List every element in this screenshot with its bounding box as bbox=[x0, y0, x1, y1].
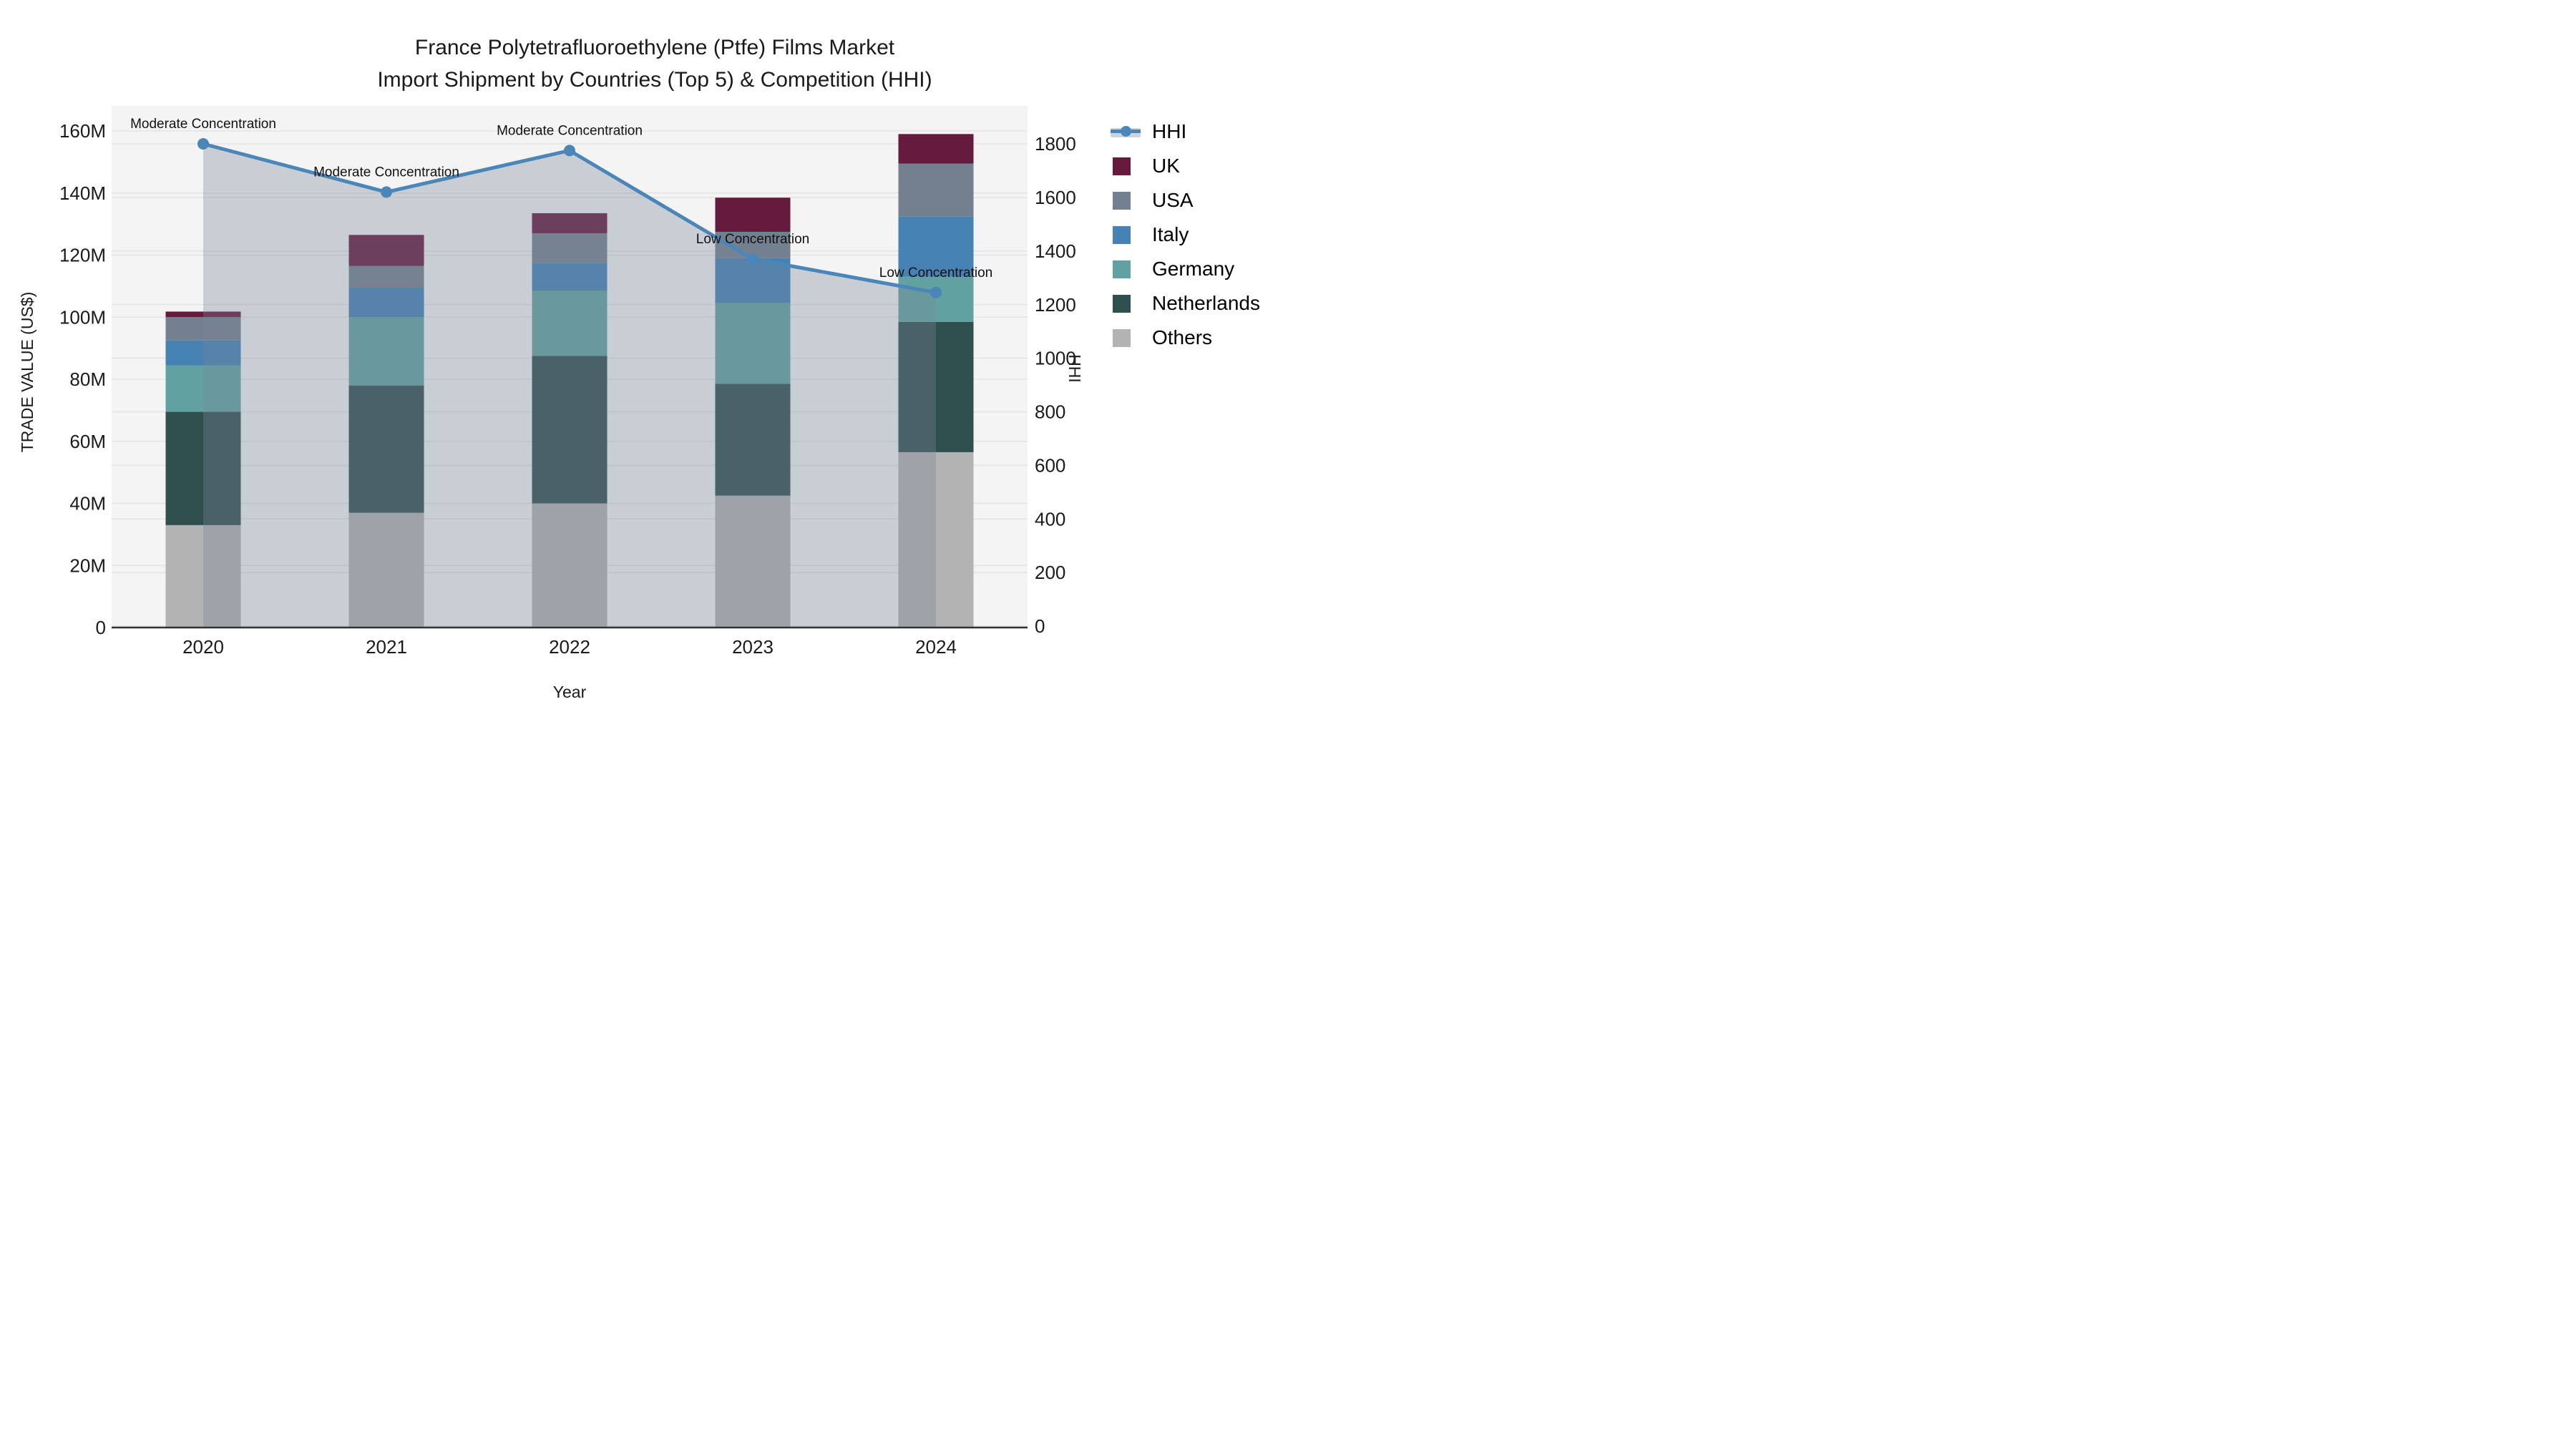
chart-figure: France Polytetrafluoroethylene (Ptfe) Fi… bbox=[0, 0, 1288, 725]
chart-title-line-1: France Polytetrafluoroethylene (Ptfe) Fi… bbox=[414, 36, 895, 59]
bar-segment-2023-Germany bbox=[715, 303, 791, 384]
right-tick-label: 800 bbox=[1035, 401, 1065, 423]
legend-item-netherlands: Netherlands bbox=[1111, 286, 1260, 321]
bar-segment-2024-Italy bbox=[898, 216, 974, 277]
x-tick-label-2021: 2021 bbox=[366, 636, 407, 658]
x-axis-title: Year bbox=[552, 683, 587, 701]
legend: HHI UK USA Italy Germany Netherlands Others bbox=[1111, 114, 1260, 355]
bar-segment-2023-UK bbox=[715, 197, 791, 232]
legend-label: Others bbox=[1152, 326, 1213, 348]
legend-label: HHI bbox=[1152, 120, 1187, 142]
x-tick-label-2020: 2020 bbox=[182, 636, 224, 658]
bar-segment-2021-UK bbox=[348, 235, 424, 266]
bar-segment-2021-Others bbox=[348, 512, 424, 628]
right-tick-label: 400 bbox=[1035, 508, 1065, 530]
bar-segment-2024-Netherlands bbox=[898, 321, 974, 452]
bar-segment-2020-Italy bbox=[165, 340, 241, 366]
bar-segment-2021-Netherlands bbox=[348, 385, 424, 513]
bar-segment-2020-UK bbox=[165, 311, 241, 318]
left-axis-title: TRADE VALUE (US$) bbox=[18, 291, 36, 453]
bar-segment-2024-USA bbox=[898, 163, 974, 217]
right-axis-title: HHI bbox=[1065, 354, 1084, 383]
bar-segment-2020-Germany bbox=[165, 365, 241, 412]
color-swatch-icon bbox=[1111, 157, 1142, 175]
annotation-2021: Moderate Concentration bbox=[313, 165, 459, 180]
bar-segment-2024-Others bbox=[898, 452, 974, 628]
annotation-2024: Low Concentration bbox=[879, 265, 992, 280]
hhi-marker-2022 bbox=[564, 145, 575, 157]
hhi-line-icon bbox=[1111, 122, 1142, 141]
right-tick-label: 0 bbox=[1035, 615, 1045, 637]
legend-label: Germany bbox=[1152, 258, 1235, 280]
right-tick-label: 200 bbox=[1035, 562, 1065, 583]
color-swatch-icon bbox=[1111, 328, 1142, 347]
left-tick-label: 160M bbox=[59, 120, 106, 142]
legend-label: USA bbox=[1152, 189, 1194, 211]
annotation-2022: Moderate Concentration bbox=[497, 123, 643, 138]
annotation-2020: Moderate Concentration bbox=[130, 117, 276, 132]
legend-label: UK bbox=[1152, 155, 1180, 177]
bar-segment-2022-Others bbox=[532, 503, 608, 628]
legend-item-usa: USA bbox=[1111, 183, 1260, 218]
legend-item-germany: Germany bbox=[1111, 252, 1260, 286]
color-swatch-icon bbox=[1111, 191, 1142, 210]
bar-segment-2023-Others bbox=[715, 495, 791, 628]
left-tick-label: 80M bbox=[69, 369, 106, 390]
x-tick-label-2024: 2024 bbox=[915, 636, 957, 658]
left-tick-label: 0 bbox=[96, 617, 106, 638]
legend-item-italy: Italy bbox=[1111, 218, 1260, 252]
hhi-marker-2023 bbox=[747, 253, 758, 265]
right-tick-label: 1400 bbox=[1035, 240, 1076, 262]
bar-segment-2022-USA bbox=[532, 233, 608, 263]
legend-item-others: Others bbox=[1111, 321, 1260, 355]
x-tick-label-2023: 2023 bbox=[732, 636, 774, 658]
left-tick-label: 100M bbox=[59, 306, 106, 328]
left-tick-label: 20M bbox=[69, 555, 106, 576]
right-tick-label: 1000 bbox=[1035, 348, 1076, 369]
color-swatch-icon bbox=[1111, 294, 1142, 313]
hhi-marker-2020 bbox=[197, 138, 209, 150]
hhi-marker-2021 bbox=[381, 186, 392, 198]
bar-segment-2022-Italy bbox=[532, 263, 608, 291]
annotation-2023: Low Concentration bbox=[696, 232, 809, 247]
legend-item-hhi: HHI bbox=[1111, 114, 1260, 149]
bar-segment-2021-USA bbox=[348, 265, 424, 288]
bar-segment-2020-USA bbox=[165, 317, 241, 341]
chart-title-line-2: Import Shipment by Countries (Top 5) & C… bbox=[377, 68, 932, 92]
bar-segment-2023-Netherlands bbox=[715, 384, 791, 496]
left-tick-label: 120M bbox=[59, 245, 106, 266]
right-tick-label: 600 bbox=[1035, 454, 1065, 476]
bar-segment-2022-Netherlands bbox=[532, 356, 608, 504]
color-swatch-icon bbox=[1111, 260, 1142, 278]
bar-segment-2021-Italy bbox=[348, 288, 424, 318]
bar-segment-2022-Germany bbox=[532, 291, 608, 356]
left-tick-label: 140M bbox=[59, 182, 106, 204]
legend-item-uk: UK bbox=[1111, 149, 1260, 183]
bar-segment-2020-Netherlands bbox=[165, 411, 241, 525]
legend-label: Italy bbox=[1152, 223, 1189, 245]
bar-segment-2024-UK bbox=[898, 134, 974, 164]
right-tick-label: 1800 bbox=[1035, 133, 1076, 155]
bar-segment-2024-Germany bbox=[898, 276, 974, 322]
legend-label: Netherlands bbox=[1152, 292, 1260, 314]
left-tick-label: 60M bbox=[69, 431, 106, 452]
left-tick-label: 40M bbox=[69, 493, 106, 514]
plot-canvas: Moderate Concentration Moderate Concentra… bbox=[59, 106, 1076, 658]
color-swatch-icon bbox=[1111, 225, 1142, 244]
right-tick-label: 1200 bbox=[1035, 294, 1076, 316]
right-tick-label: 1600 bbox=[1035, 187, 1076, 208]
bar-segment-2021-Germany bbox=[348, 317, 424, 386]
bar-segment-2020-Others bbox=[165, 525, 241, 628]
hhi-marker-2024 bbox=[930, 286, 942, 298]
bar-segment-2023-Italy bbox=[715, 258, 791, 303]
bar-segment-2022-UK bbox=[532, 213, 608, 234]
x-tick-label-2022: 2022 bbox=[549, 636, 590, 658]
